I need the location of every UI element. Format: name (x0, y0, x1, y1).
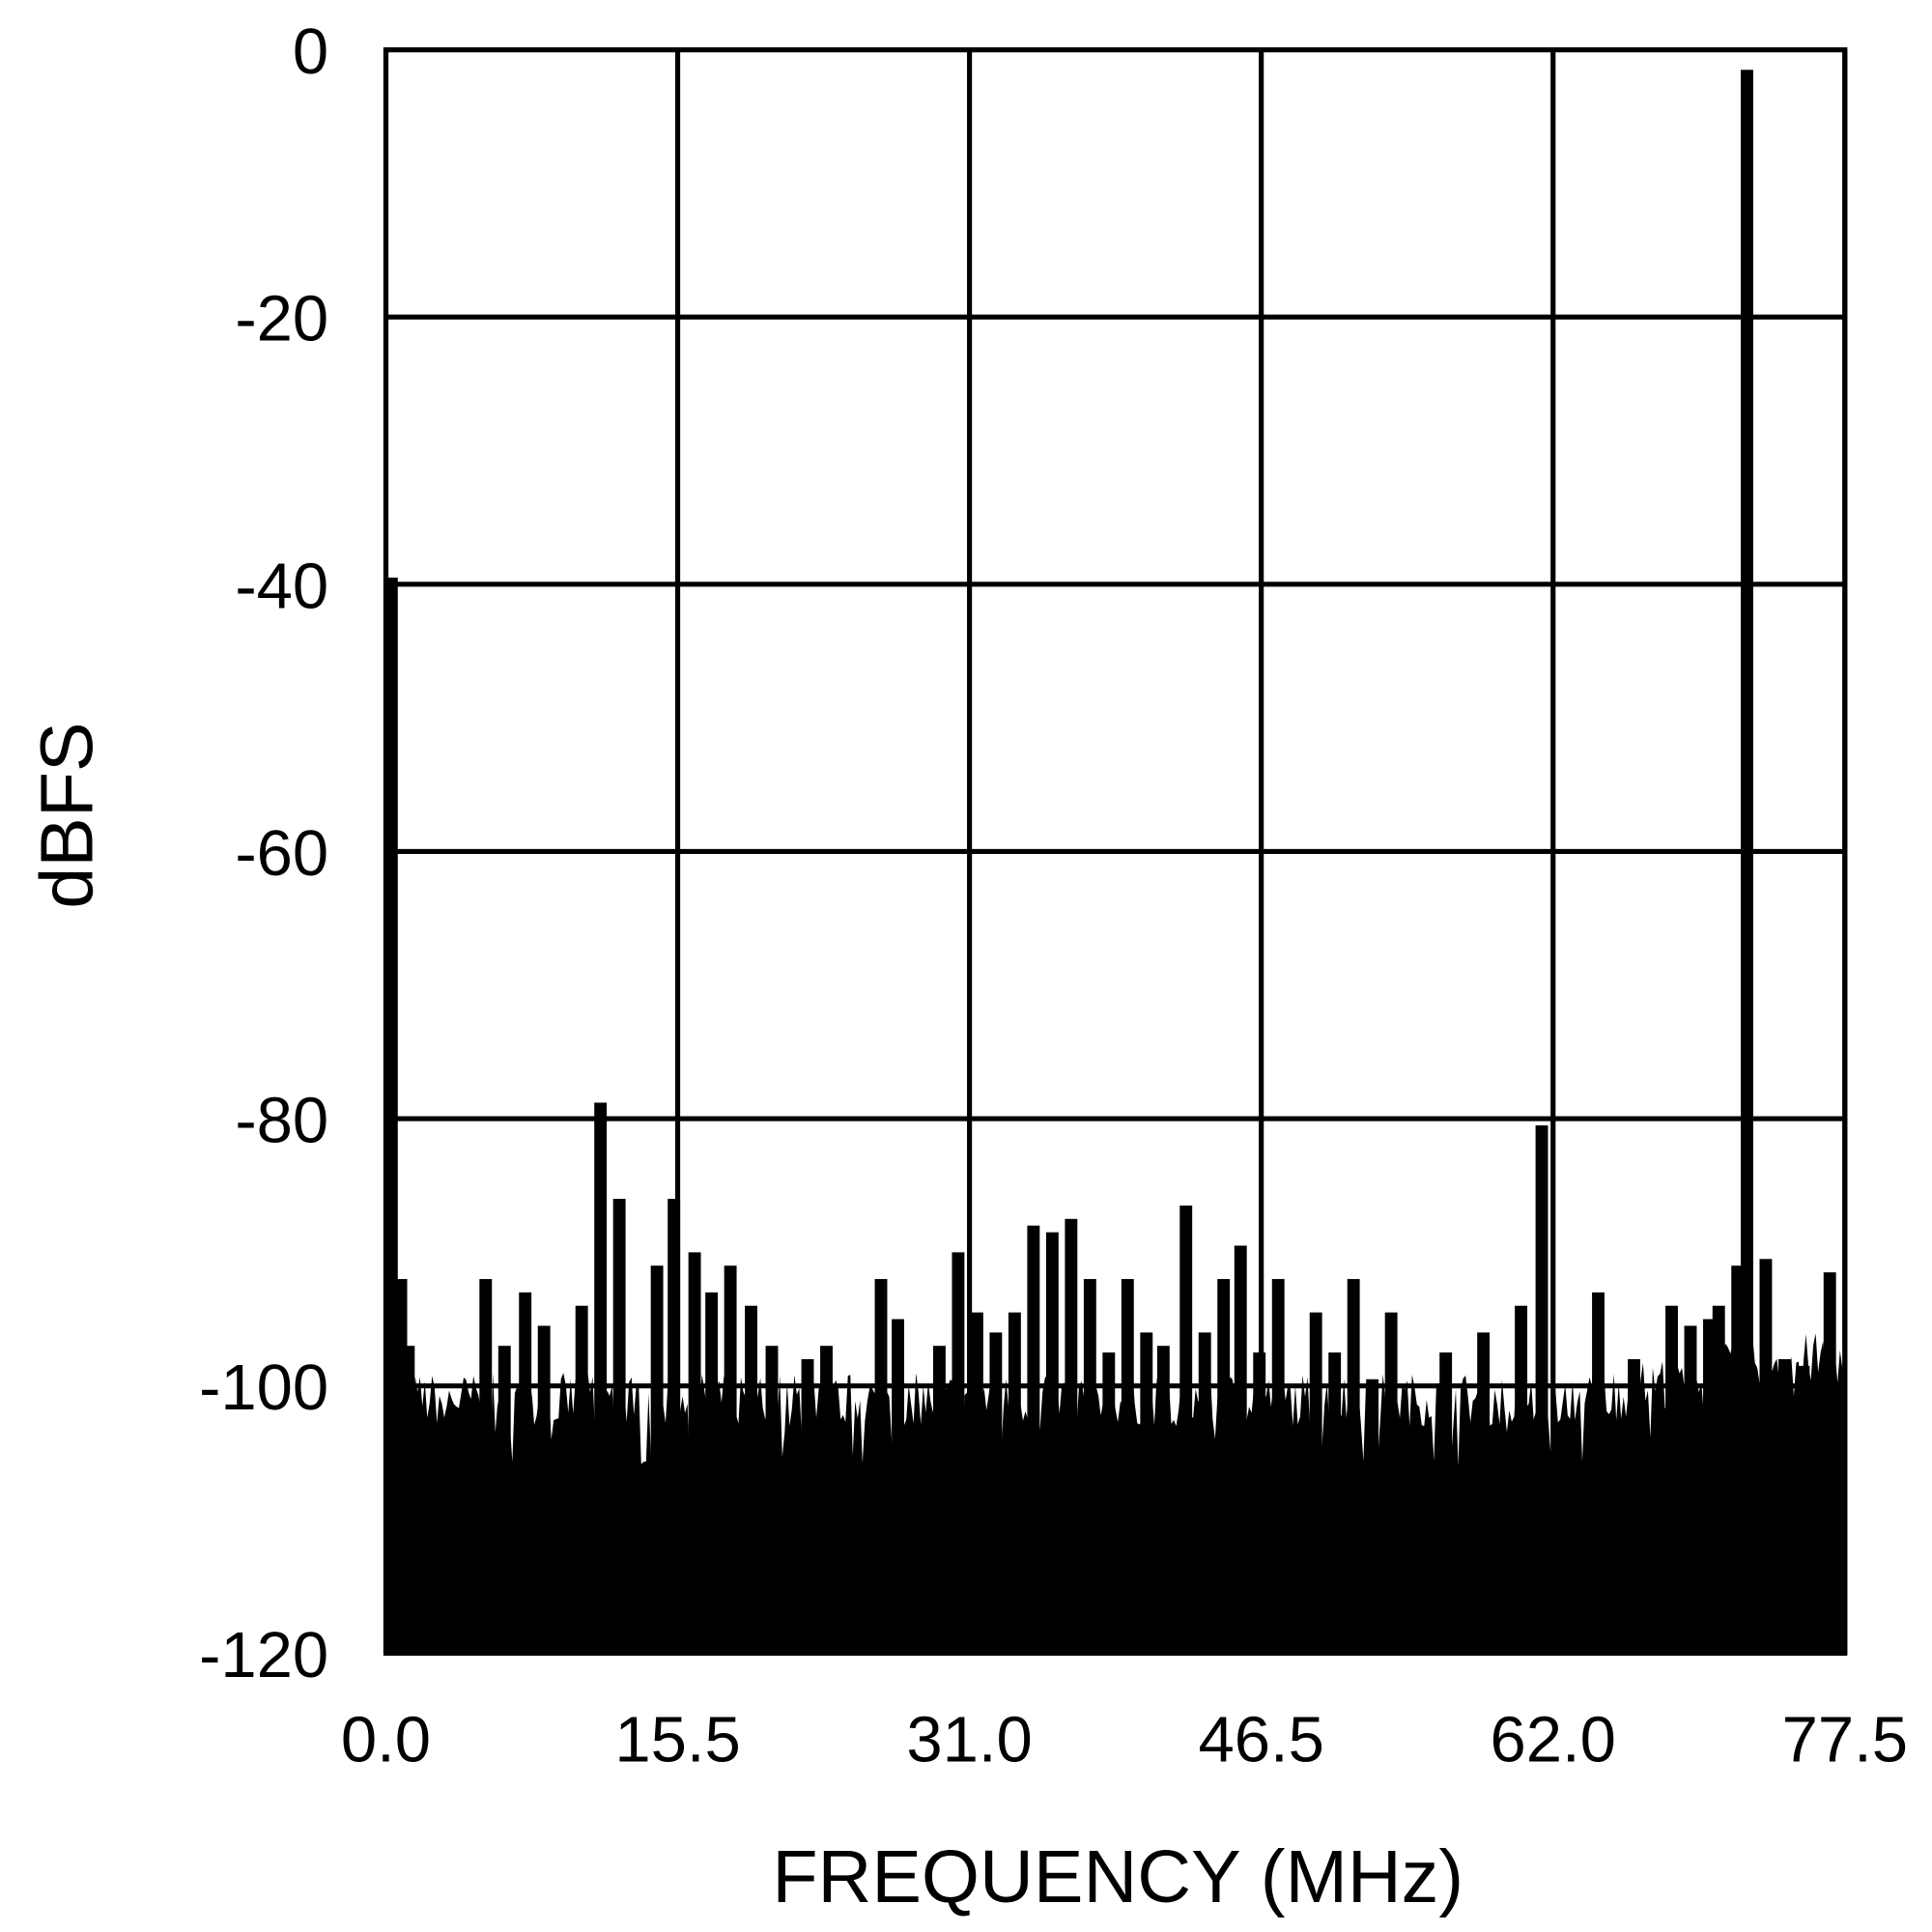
spur-bar (1217, 1279, 1231, 1654)
spur-bar (1439, 1352, 1453, 1654)
spur-bar (1140, 1332, 1153, 1654)
x-axis-label: FREQUENCY (MHz) (772, 1835, 1463, 1918)
spur-bar (1121, 1279, 1134, 1654)
spur-bar (1712, 1305, 1725, 1654)
spur-bar (1366, 1378, 1379, 1654)
spur-bar (594, 1102, 608, 1654)
y-tick-label: -60 (235, 817, 328, 890)
spur-bar (1347, 1279, 1360, 1654)
y-tick-label: -100 (199, 1351, 328, 1424)
spur-bar (688, 1252, 701, 1654)
plot-frame (383, 46, 1848, 1656)
spur-bar (1684, 1325, 1697, 1654)
spur-bar (1065, 1218, 1078, 1654)
x-tick-label: 46.5 (1198, 1703, 1323, 1776)
spur-bar (970, 1312, 983, 1654)
spur-bar (402, 1346, 415, 1654)
spur-bar (479, 1279, 493, 1654)
spur-bar (384, 577, 398, 1654)
spur-bar (497, 1346, 511, 1654)
spur-bar (1045, 1232, 1059, 1654)
spur-bar (1156, 1346, 1170, 1654)
y-axis-label: dBFS (25, 722, 108, 908)
spur-bar (1027, 1225, 1040, 1654)
spur-bar (1823, 1272, 1836, 1654)
y-tick-label: -80 (235, 1085, 328, 1157)
spur-bar (1384, 1312, 1398, 1654)
x-tick-label: 77.5 (1782, 1703, 1908, 1776)
spur-bar (1234, 1245, 1247, 1654)
spur-bar (1535, 1124, 1548, 1654)
spur-bar (1759, 1259, 1773, 1654)
spur-bar (1731, 1265, 1745, 1654)
spur-bar (650, 1265, 664, 1654)
spur-bar (668, 1199, 681, 1654)
x-tick-labels: 0.0 15.5 31.0 46.5 62.0 77.5 (341, 1703, 1908, 1776)
y-tick-label: 0 (293, 15, 328, 88)
x-tick-label: 31.0 (906, 1703, 1032, 1776)
spur-bar (1777, 1359, 1791, 1654)
spur-bar (1198, 1332, 1211, 1654)
spur-bar (1328, 1352, 1342, 1654)
spur-bar (1628, 1359, 1640, 1654)
spur-bar (765, 1346, 779, 1654)
y-tick-label: -40 (235, 550, 328, 622)
spur-bar (1271, 1279, 1285, 1654)
spur-bar (892, 1319, 904, 1654)
spur-bar (952, 1252, 965, 1654)
spur-bar (1477, 1332, 1491, 1654)
spur-bar (1665, 1305, 1678, 1654)
x-tick-label: 62.0 (1491, 1703, 1616, 1776)
y-tick-label: -120 (199, 1619, 328, 1691)
spur-bar (1703, 1319, 1716, 1654)
spur-bar (820, 1346, 833, 1654)
spur-bars (384, 70, 1836, 1654)
x-tick-label: 15.5 (614, 1703, 740, 1776)
spur-bar (1102, 1352, 1116, 1654)
spur-bar (932, 1346, 946, 1654)
spur-bar (537, 1325, 551, 1654)
spur-bar (874, 1279, 888, 1654)
y-tick-labels: 0 -20 -40 -60 -80 -100 -120 (199, 15, 328, 1691)
spur-bar (612, 1199, 626, 1654)
spur-bar (1592, 1292, 1605, 1654)
spur-bar (801, 1359, 814, 1654)
spur-bar (1797, 1365, 1810, 1654)
x-tick-label: 0.0 (341, 1703, 431, 1776)
spur-bar (519, 1292, 532, 1654)
spur-bar (745, 1305, 757, 1654)
spur-bar (724, 1265, 737, 1654)
spur-bar (1253, 1352, 1266, 1654)
spur-bar (575, 1305, 588, 1654)
spur-bar (1008, 1312, 1021, 1654)
spur-bar (1515, 1305, 1528, 1654)
spur-bar (1179, 1205, 1193, 1654)
spur-bar (705, 1292, 719, 1654)
spur-bar (1083, 1279, 1096, 1654)
spur-bar (1741, 70, 1753, 1654)
spur-bar (1309, 1312, 1322, 1654)
y-tick-label: -20 (235, 283, 328, 355)
spur-bar (989, 1332, 1003, 1654)
